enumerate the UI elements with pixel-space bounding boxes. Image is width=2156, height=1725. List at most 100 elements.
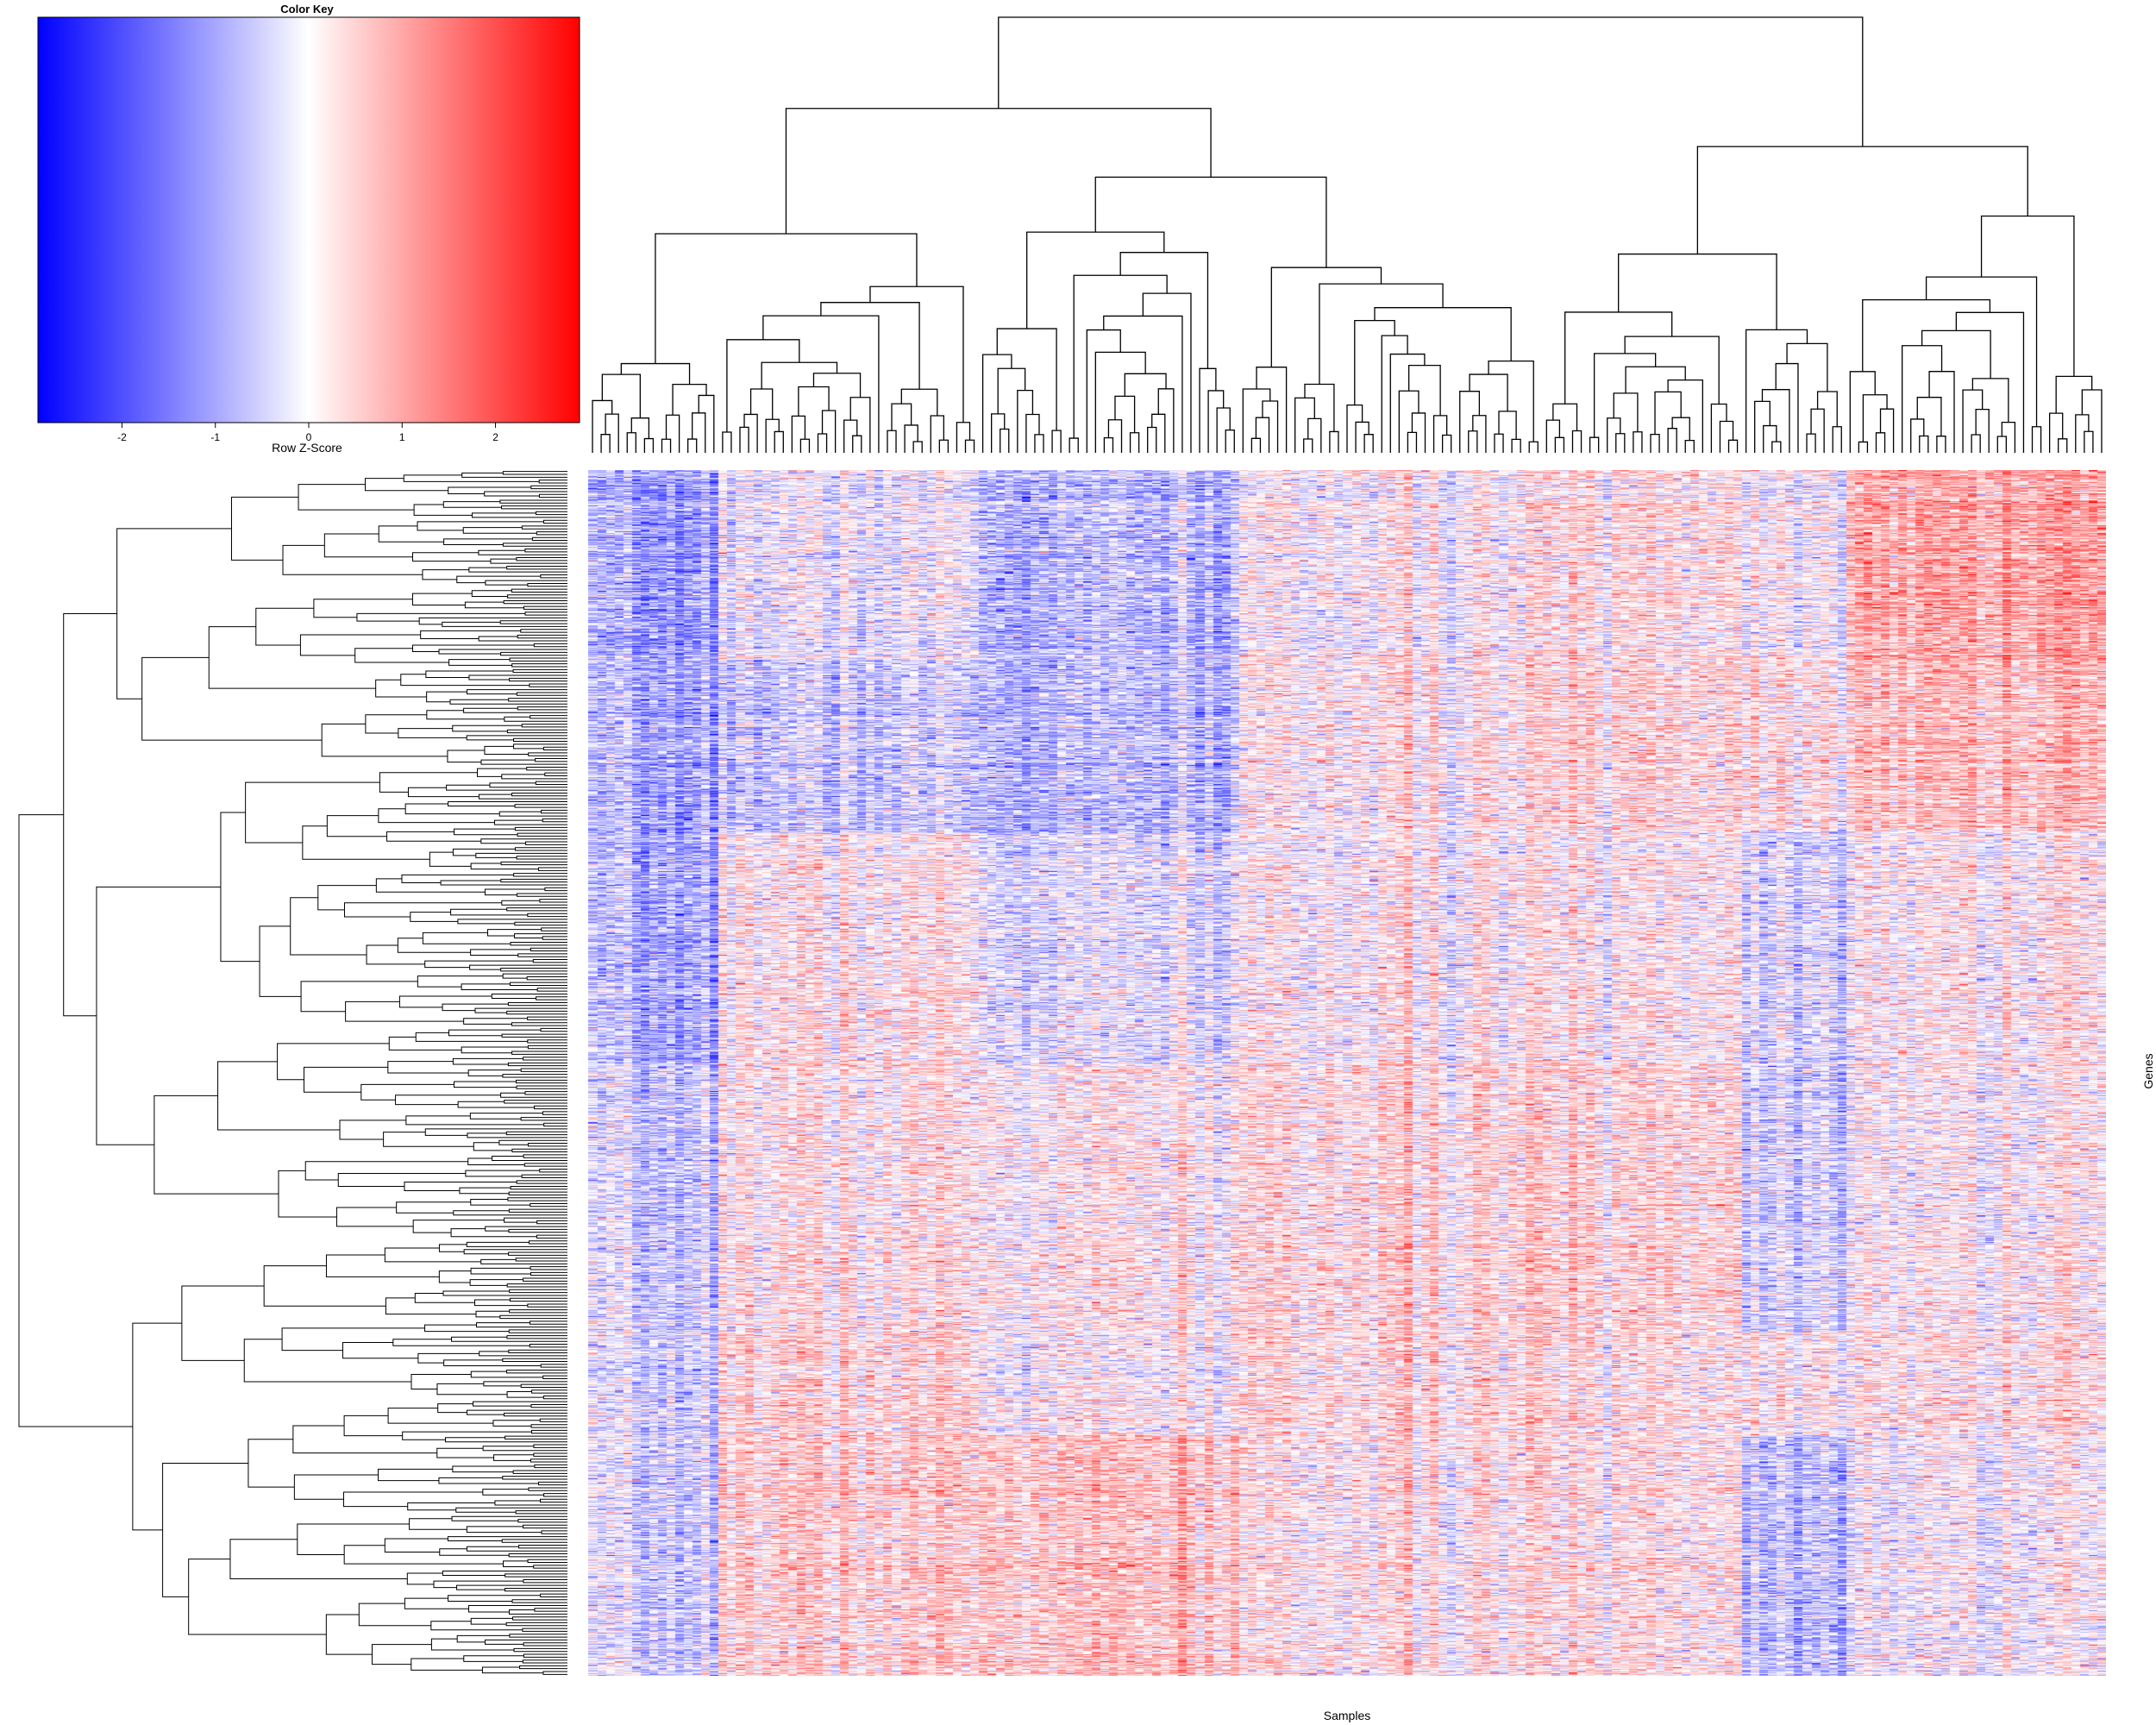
heatmap-cells bbox=[588, 470, 2106, 1676]
column-dendrogram-branch bbox=[1025, 413, 1040, 453]
column-dendrogram-branch bbox=[1564, 311, 1673, 405]
column-dendrogram-branch bbox=[626, 432, 636, 453]
column-dendrogram-branch bbox=[821, 410, 837, 453]
column-dendrogram-branch bbox=[1319, 283, 1444, 385]
column-dendrogram-branch bbox=[1816, 391, 1838, 427]
column-dendrogram-branch bbox=[601, 373, 641, 418]
column-dendrogram-branch bbox=[1775, 362, 1799, 453]
column-dendrogram-branch bbox=[1086, 329, 1121, 453]
column-dendrogram-branch bbox=[1103, 315, 1183, 453]
column-dendrogram-branch bbox=[820, 302, 920, 390]
column-dendrogram-branch bbox=[1624, 336, 1720, 405]
column-dendrogram-branch bbox=[849, 397, 871, 453]
column-dendrogram-branch bbox=[1552, 403, 1578, 431]
column-dendrogram-branch bbox=[1124, 373, 1167, 397]
column-dendrogram-branch bbox=[1459, 391, 1481, 453]
column-dendrogram-branch bbox=[1511, 438, 1521, 453]
column-dendrogram-branch bbox=[887, 430, 897, 453]
column-dendrogram-branch bbox=[1955, 311, 2025, 453]
column-dendrogram-branch bbox=[1472, 415, 1487, 453]
column-dendrogram-branch bbox=[1928, 371, 1955, 453]
column-dendrogram-branch bbox=[1151, 413, 1166, 453]
column-dendrogram-branch bbox=[998, 16, 1864, 147]
column-dendrogram-branch bbox=[1589, 436, 1600, 453]
column-dendrogram-branch bbox=[900, 388, 938, 417]
column-dendrogram-branch bbox=[791, 415, 806, 453]
column-dendrogram-branch bbox=[1975, 408, 1990, 453]
column-dendrogram-branch bbox=[997, 367, 1026, 414]
column-dendrogram-branch bbox=[1363, 434, 1374, 453]
column-dendrogram-branch bbox=[765, 418, 780, 453]
column-dendrogram-branch bbox=[672, 383, 707, 416]
column-dendrogram-branch bbox=[812, 373, 862, 398]
column-dendrogram-branch bbox=[1094, 351, 1146, 453]
column-dendrogram-branch bbox=[1488, 360, 1534, 442]
column-dendrogram-branch bbox=[956, 422, 971, 453]
column-dendrogram-branch bbox=[661, 438, 672, 453]
column-dendrogram-branch bbox=[1000, 428, 1010, 453]
column-dendrogram-branch bbox=[1017, 389, 1034, 453]
column-dendrogram-branch bbox=[1256, 367, 1288, 453]
column-dendrogram-branch bbox=[739, 426, 749, 453]
column-dendrogram-branch bbox=[1719, 420, 1734, 453]
column-dendrogram-branch bbox=[2084, 430, 2094, 453]
column-dendrogram-branch bbox=[1919, 435, 1929, 453]
column-dendrogram-branch bbox=[1355, 421, 1369, 453]
column-dendrogram-branch bbox=[1329, 430, 1339, 453]
column-dendrogram-branch bbox=[643, 437, 655, 453]
y-axis-label: Genes bbox=[2141, 1053, 2155, 1088]
color-key-tick-label: 1 bbox=[399, 431, 405, 443]
column-dendrogram-branch bbox=[1862, 394, 1888, 442]
column-dendrogram-branch bbox=[1069, 437, 1079, 453]
column-dendrogram-branch bbox=[1294, 397, 1315, 453]
column-dendrogram-branch bbox=[1925, 276, 2038, 427]
column-dendrogram-branch bbox=[964, 439, 975, 453]
column-dendrogram-branch bbox=[1468, 430, 1478, 453]
column-dendrogram-branch bbox=[1242, 388, 1271, 453]
column-dendrogram-branch bbox=[1304, 383, 1335, 432]
column-dendrogram-branch bbox=[1103, 436, 1114, 453]
column-dendrogram-branch bbox=[1916, 397, 1942, 436]
column-dendrogram-branch bbox=[1262, 400, 1279, 453]
column-dendrogram-branch bbox=[1094, 176, 1327, 268]
column-dendrogram-branch bbox=[698, 394, 715, 453]
column-dendrogram-branch bbox=[1684, 439, 1695, 453]
column-dendrogram-branch bbox=[1225, 429, 1235, 453]
column-dendrogram-branch bbox=[1832, 426, 1842, 453]
column-dendrogram-branch bbox=[1147, 426, 1157, 453]
column-dendrogram-branch bbox=[743, 413, 758, 453]
x-axis-label: Samples bbox=[1324, 1709, 1370, 1722]
column-dendrogram-branch bbox=[912, 441, 923, 453]
column-dendrogram-branch bbox=[1270, 267, 1382, 367]
column-dendrogram-branch bbox=[938, 439, 950, 453]
column-dendrogram-branch bbox=[1936, 436, 1946, 453]
column-dendrogram-branch bbox=[1921, 329, 1991, 379]
column-dendrogram-branch bbox=[1696, 146, 2028, 254]
column-dendrogram-branch bbox=[1207, 390, 1225, 453]
column-dendrogram-branch bbox=[1034, 434, 1044, 453]
column-dendrogram-branch bbox=[1216, 407, 1231, 453]
column-dendrogram-branch bbox=[981, 354, 1012, 453]
column-dendrogram-branch bbox=[2081, 389, 2103, 453]
column-dendrogram-branch bbox=[1745, 329, 1808, 453]
column-dendrogram-branch bbox=[991, 413, 1006, 453]
column-dendrogram-branch bbox=[687, 438, 698, 453]
column-dendrogram-branch bbox=[1671, 417, 1690, 441]
column-dendrogram-branch bbox=[799, 438, 811, 453]
column-dendrogram-branch bbox=[798, 386, 830, 417]
row-dendrogram bbox=[18, 471, 567, 1675]
column-dendrogram-branch bbox=[2075, 414, 2090, 453]
column-dendrogram-branch bbox=[2055, 375, 2093, 414]
column-dendrogram bbox=[592, 16, 2103, 453]
column-dendrogram-branch bbox=[1255, 417, 1270, 453]
column-dendrogram-branch bbox=[1618, 253, 1777, 330]
column-dendrogram-branch bbox=[1026, 231, 1165, 329]
color-key: Color Key -2 -1 0 1 2 Row Z-Score bbox=[37, 3, 580, 455]
column-dendrogram-branch bbox=[1407, 431, 1418, 453]
column-dendrogram-branch bbox=[665, 414, 680, 453]
column-dendrogram-branch bbox=[843, 419, 858, 453]
column-dendrogram-branch bbox=[2048, 412, 2064, 453]
column-dendrogram-branch bbox=[1157, 388, 1175, 453]
column-dendrogram-branch bbox=[817, 433, 828, 453]
